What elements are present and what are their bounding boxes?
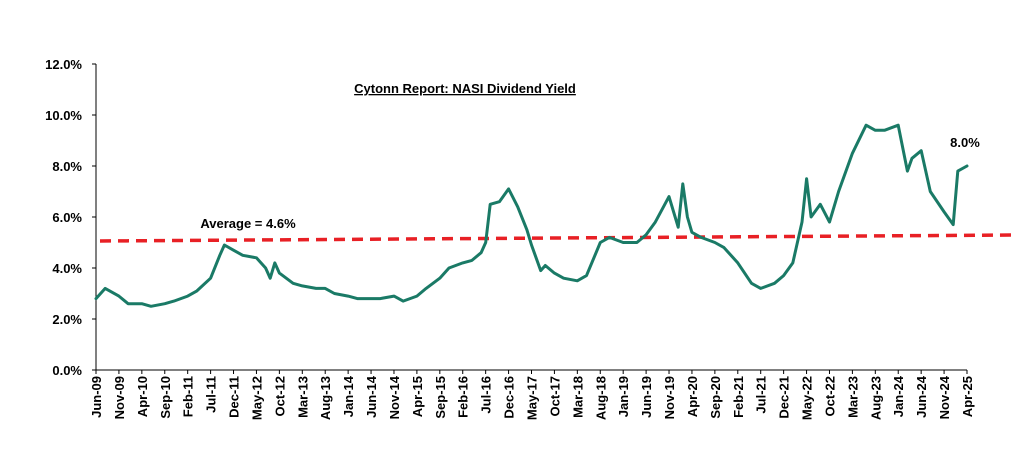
- x-tick-label: Jan-24: [891, 375, 906, 417]
- x-tick-label: Jun-09: [89, 376, 104, 418]
- x-axis: Jun-09 Nov-09 Apr-10 Sep-10 Feb-11 Jul-11 Dec-…: [89, 369, 975, 420]
- y-tick-label: 2.0%: [52, 312, 82, 327]
- y-tick-label: 4.0%: [52, 261, 82, 276]
- y-tick-label: 0.0%: [52, 363, 82, 378]
- x-tick-label: Apr-15: [410, 376, 425, 417]
- x-tick-label: Jun-19: [639, 376, 654, 418]
- y-axis: 0.0% 2.0% 4.0% 6.0% 8.0% 10.0% 12.0%: [45, 57, 97, 378]
- x-tick-label: Dec-11: [227, 376, 242, 418]
- average-dashed-line: [99, 233, 1015, 243]
- x-tick-label: Jan-19: [616, 376, 631, 417]
- x-tick-label: May-17: [525, 376, 540, 420]
- x-tick-label: Nov-24: [937, 375, 952, 419]
- x-tick-label: Oct-22: [822, 376, 837, 416]
- x-tick-label: Apr-10: [135, 376, 150, 417]
- x-tick-label: Sep-20: [708, 376, 723, 419]
- x-tick-label: Jun-24: [914, 375, 929, 418]
- x-tick-label: Nov-09: [112, 376, 127, 419]
- x-tick-label: Feb-21: [731, 376, 746, 418]
- y-tick-label: 6.0%: [52, 210, 82, 225]
- chart-title: Cytonn Report: NASI Dividend Yield: [354, 81, 576, 96]
- x-tick-label: Nov-19: [662, 376, 677, 419]
- x-tick-label: Nov-14: [387, 375, 402, 419]
- x-tick-label: Dec-21: [777, 376, 792, 419]
- x-tick-label: Mar-13: [295, 376, 310, 418]
- average-reference-line: [99, 233, 1015, 243]
- x-tick-label: Aug-23: [868, 376, 883, 420]
- x-tick-label: Mar-23: [845, 376, 860, 418]
- x-tick-label: Jul-11: [204, 376, 219, 413]
- x-tick-label: Apr-20: [685, 376, 700, 417]
- x-tick-label: Jan-14: [341, 375, 356, 417]
- x-tick-label: Mar-18: [570, 376, 585, 418]
- x-tick-label: Oct-17: [547, 376, 562, 416]
- last-value-label: 8.0%: [950, 135, 980, 150]
- x-tick-label: Aug-13: [318, 376, 333, 420]
- series-line: [94, 123, 969, 308]
- x-tick-label: Jul-16: [479, 376, 494, 414]
- x-tick-label: Jun-14: [364, 375, 379, 418]
- x-tick-label: May-22: [800, 376, 815, 420]
- y-tick-label: 12.0%: [45, 57, 82, 72]
- x-tick-label: Sep-10: [158, 376, 173, 419]
- x-tick-label: Jul-21: [754, 376, 769, 414]
- x-tick-labels: Jun-09 Nov-09 Apr-10 Sep-10 Feb-11 Jul-11 Dec-…: [89, 370, 975, 420]
- x-tick-label: May-12: [249, 376, 264, 420]
- x-tick-label: Feb-16: [456, 376, 471, 418]
- y-tick-labels: 0.0% 2.0% 4.0% 6.0% 8.0% 10.0% 12.0%: [45, 57, 96, 378]
- x-tick-label: Sep-15: [433, 376, 448, 419]
- y-tick-label: 8.0%: [52, 159, 82, 174]
- x-tick-label: Aug-18: [593, 376, 608, 420]
- y-tick-label: 10.0%: [45, 108, 82, 123]
- x-tick-label: Oct-12: [272, 376, 287, 416]
- x-tick-label: Apr-25: [960, 376, 975, 417]
- average-label: Average = 4.6%: [200, 216, 296, 231]
- series-dividend-yield: [94, 123, 969, 308]
- x-tick-label: Feb-11: [181, 376, 196, 417]
- x-tick-label: Dec-16: [502, 376, 517, 419]
